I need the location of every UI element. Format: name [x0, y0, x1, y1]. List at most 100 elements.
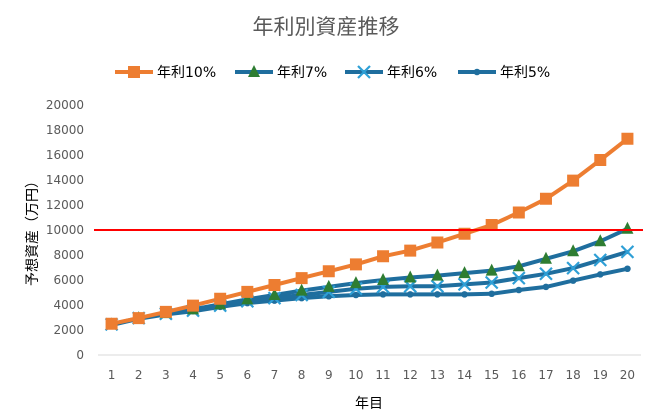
x-tick-label: 17: [538, 368, 553, 382]
y-tick-label: 4000: [53, 298, 84, 312]
data-point: [624, 265, 631, 273]
data-markers: [104, 132, 635, 332]
y-axis-title: 予想資産（万円）: [25, 174, 41, 286]
data-point: [105, 317, 118, 330]
data-point: [322, 279, 335, 292]
y-tick-label: 20000: [46, 98, 84, 112]
y-tick-label: 18000: [46, 123, 84, 137]
data-point: [431, 268, 444, 281]
data-point: [458, 266, 471, 279]
data-point: [567, 244, 580, 257]
x-tick-label: 13: [430, 368, 445, 382]
x-tick-label: 7: [271, 368, 279, 382]
legend-item: 年利7%: [235, 65, 327, 81]
data-point: [268, 288, 281, 300]
legend-marker: [473, 68, 481, 76]
data-point: [488, 290, 495, 298]
data-point: [594, 234, 607, 247]
legend: 年利10% 年利7% 年利6% 年利5%: [115, 65, 550, 81]
data-point: [594, 154, 607, 166]
data-point: [434, 291, 441, 298]
data-point: [515, 286, 523, 294]
x-tick-label: 6: [244, 368, 252, 382]
data-point: [542, 283, 550, 291]
data-point: [352, 291, 360, 299]
data-point: [187, 299, 200, 312]
data-point: [404, 244, 417, 257]
data-point: [431, 236, 444, 249]
data-point: [569, 277, 577, 284]
y-tick-label: 14000: [46, 173, 84, 187]
x-tick-label: 3: [162, 368, 170, 382]
legend-label: 年利7%: [277, 65, 327, 81]
y-tick-label: 16000: [46, 148, 84, 162]
y-tick-label: 12000: [46, 198, 84, 212]
x-tick-label: 8: [298, 368, 306, 382]
data-point: [268, 279, 281, 291]
data-point: [596, 271, 604, 278]
x-axis-title: 年目: [355, 396, 383, 412]
legend-label: 年利6%: [387, 65, 437, 81]
data-point: [620, 245, 635, 259]
data-point: [377, 250, 390, 263]
x-tick-label: 2: [135, 368, 143, 382]
data-point: [485, 263, 498, 276]
y-tick-label: 2000: [53, 323, 84, 337]
legend-label: 年利10%: [157, 65, 216, 81]
x-tick-label: 11: [375, 368, 390, 382]
data-point: [132, 312, 145, 325]
x-tick-label: 15: [484, 368, 499, 382]
data-point: [349, 276, 362, 289]
legend-item: 年利5%: [458, 65, 550, 81]
data-point: [295, 283, 308, 296]
x-tick-label: 18: [565, 368, 580, 382]
x-tick-label: 19: [593, 368, 608, 382]
x-tick-label: 12: [403, 368, 418, 382]
data-point: [512, 271, 526, 285]
data-point: [404, 270, 417, 283]
x-tick-label: 5: [216, 368, 224, 382]
y-tick-label: 8000: [53, 248, 84, 262]
data-point: [567, 174, 580, 187]
x-tick-label: 4: [189, 368, 197, 382]
data-point: [457, 277, 472, 292]
data-point: [159, 305, 172, 318]
data-point: [430, 279, 445, 294]
legend-marker: [357, 65, 371, 79]
legend-marker: [248, 65, 260, 77]
data-point: [322, 265, 335, 278]
data-point: [621, 132, 634, 145]
y-axis-ticks: 0 2000 4000 6000 8000 10000 12000 14000 16000 180…: [46, 98, 84, 362]
x-tick-label: 1: [108, 368, 116, 382]
data-point: [593, 253, 608, 267]
data-point: [241, 285, 254, 298]
data-point: [539, 192, 552, 205]
data-point: [539, 266, 553, 281]
x-tick-label: 9: [325, 368, 333, 382]
data-point: [214, 292, 227, 305]
data-point: [512, 259, 525, 272]
data-point: [241, 292, 254, 305]
x-tick-label: 10: [348, 368, 363, 382]
x-axis-ticks: 1 2 3 4 5 6 7 8 9 10 11 12 13 14 15 16 17 18 19 20: [108, 368, 635, 382]
data-point: [406, 291, 414, 298]
data-point: [461, 291, 468, 298]
data-point: [379, 291, 387, 298]
data-point: [485, 219, 498, 231]
y-tick-label: 0: [76, 348, 84, 362]
chart-title: 年利別資産推移: [253, 15, 400, 39]
data-point: [566, 261, 580, 275]
x-tick-label: 16: [511, 368, 526, 382]
y-tick-label: 10000: [46, 223, 84, 237]
legend-marker: [128, 66, 140, 78]
legend-item: 年利10%: [115, 65, 216, 81]
data-point: [539, 251, 552, 264]
legend-item: 年利6%: [345, 65, 437, 81]
data-point: [484, 275, 499, 290]
data-point: [512, 206, 525, 219]
legend-label: 年利5%: [500, 65, 550, 81]
x-tick-label: 20: [620, 368, 635, 382]
x-tick-label: 14: [457, 368, 472, 382]
